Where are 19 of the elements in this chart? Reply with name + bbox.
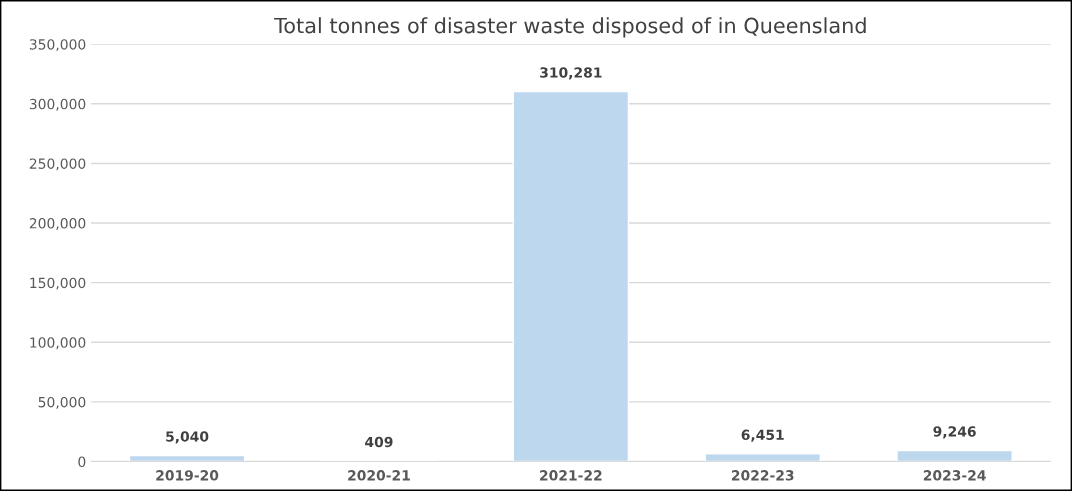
data-label: 409 — [365, 436, 393, 448]
y-tick-label: 50,000 — [38, 396, 86, 409]
y-tick-label: 350,000 — [29, 39, 86, 52]
y-tick-label: 0 — [78, 456, 86, 468]
y-tick-label: 150,000 — [30, 277, 86, 290]
x-tick-label: 2020-21 — [348, 470, 410, 481]
x-tick-label: 2023-24 — [923, 470, 986, 481]
y-tick-label: 200,000 — [29, 218, 86, 230]
x-tick-label: 2021-22 — [540, 470, 602, 481]
y-tick-label: 100,000 — [30, 337, 86, 350]
data-label: 310,281 — [540, 67, 602, 80]
x-tick-label: 2019-20 — [156, 470, 219, 481]
x-tick-label: 2022-23 — [731, 470, 794, 481]
y-tick-label: 300,000 — [29, 98, 86, 111]
data-label: 9,246 — [933, 426, 976, 439]
chart-title: Total tonnes of disaster waste disposed of in Queensland — [274, 17, 866, 38]
y-tick-label: 250,000 — [29, 158, 86, 171]
data-label: 5,040 — [166, 431, 209, 444]
data-label: 6,451 — [741, 429, 784, 442]
